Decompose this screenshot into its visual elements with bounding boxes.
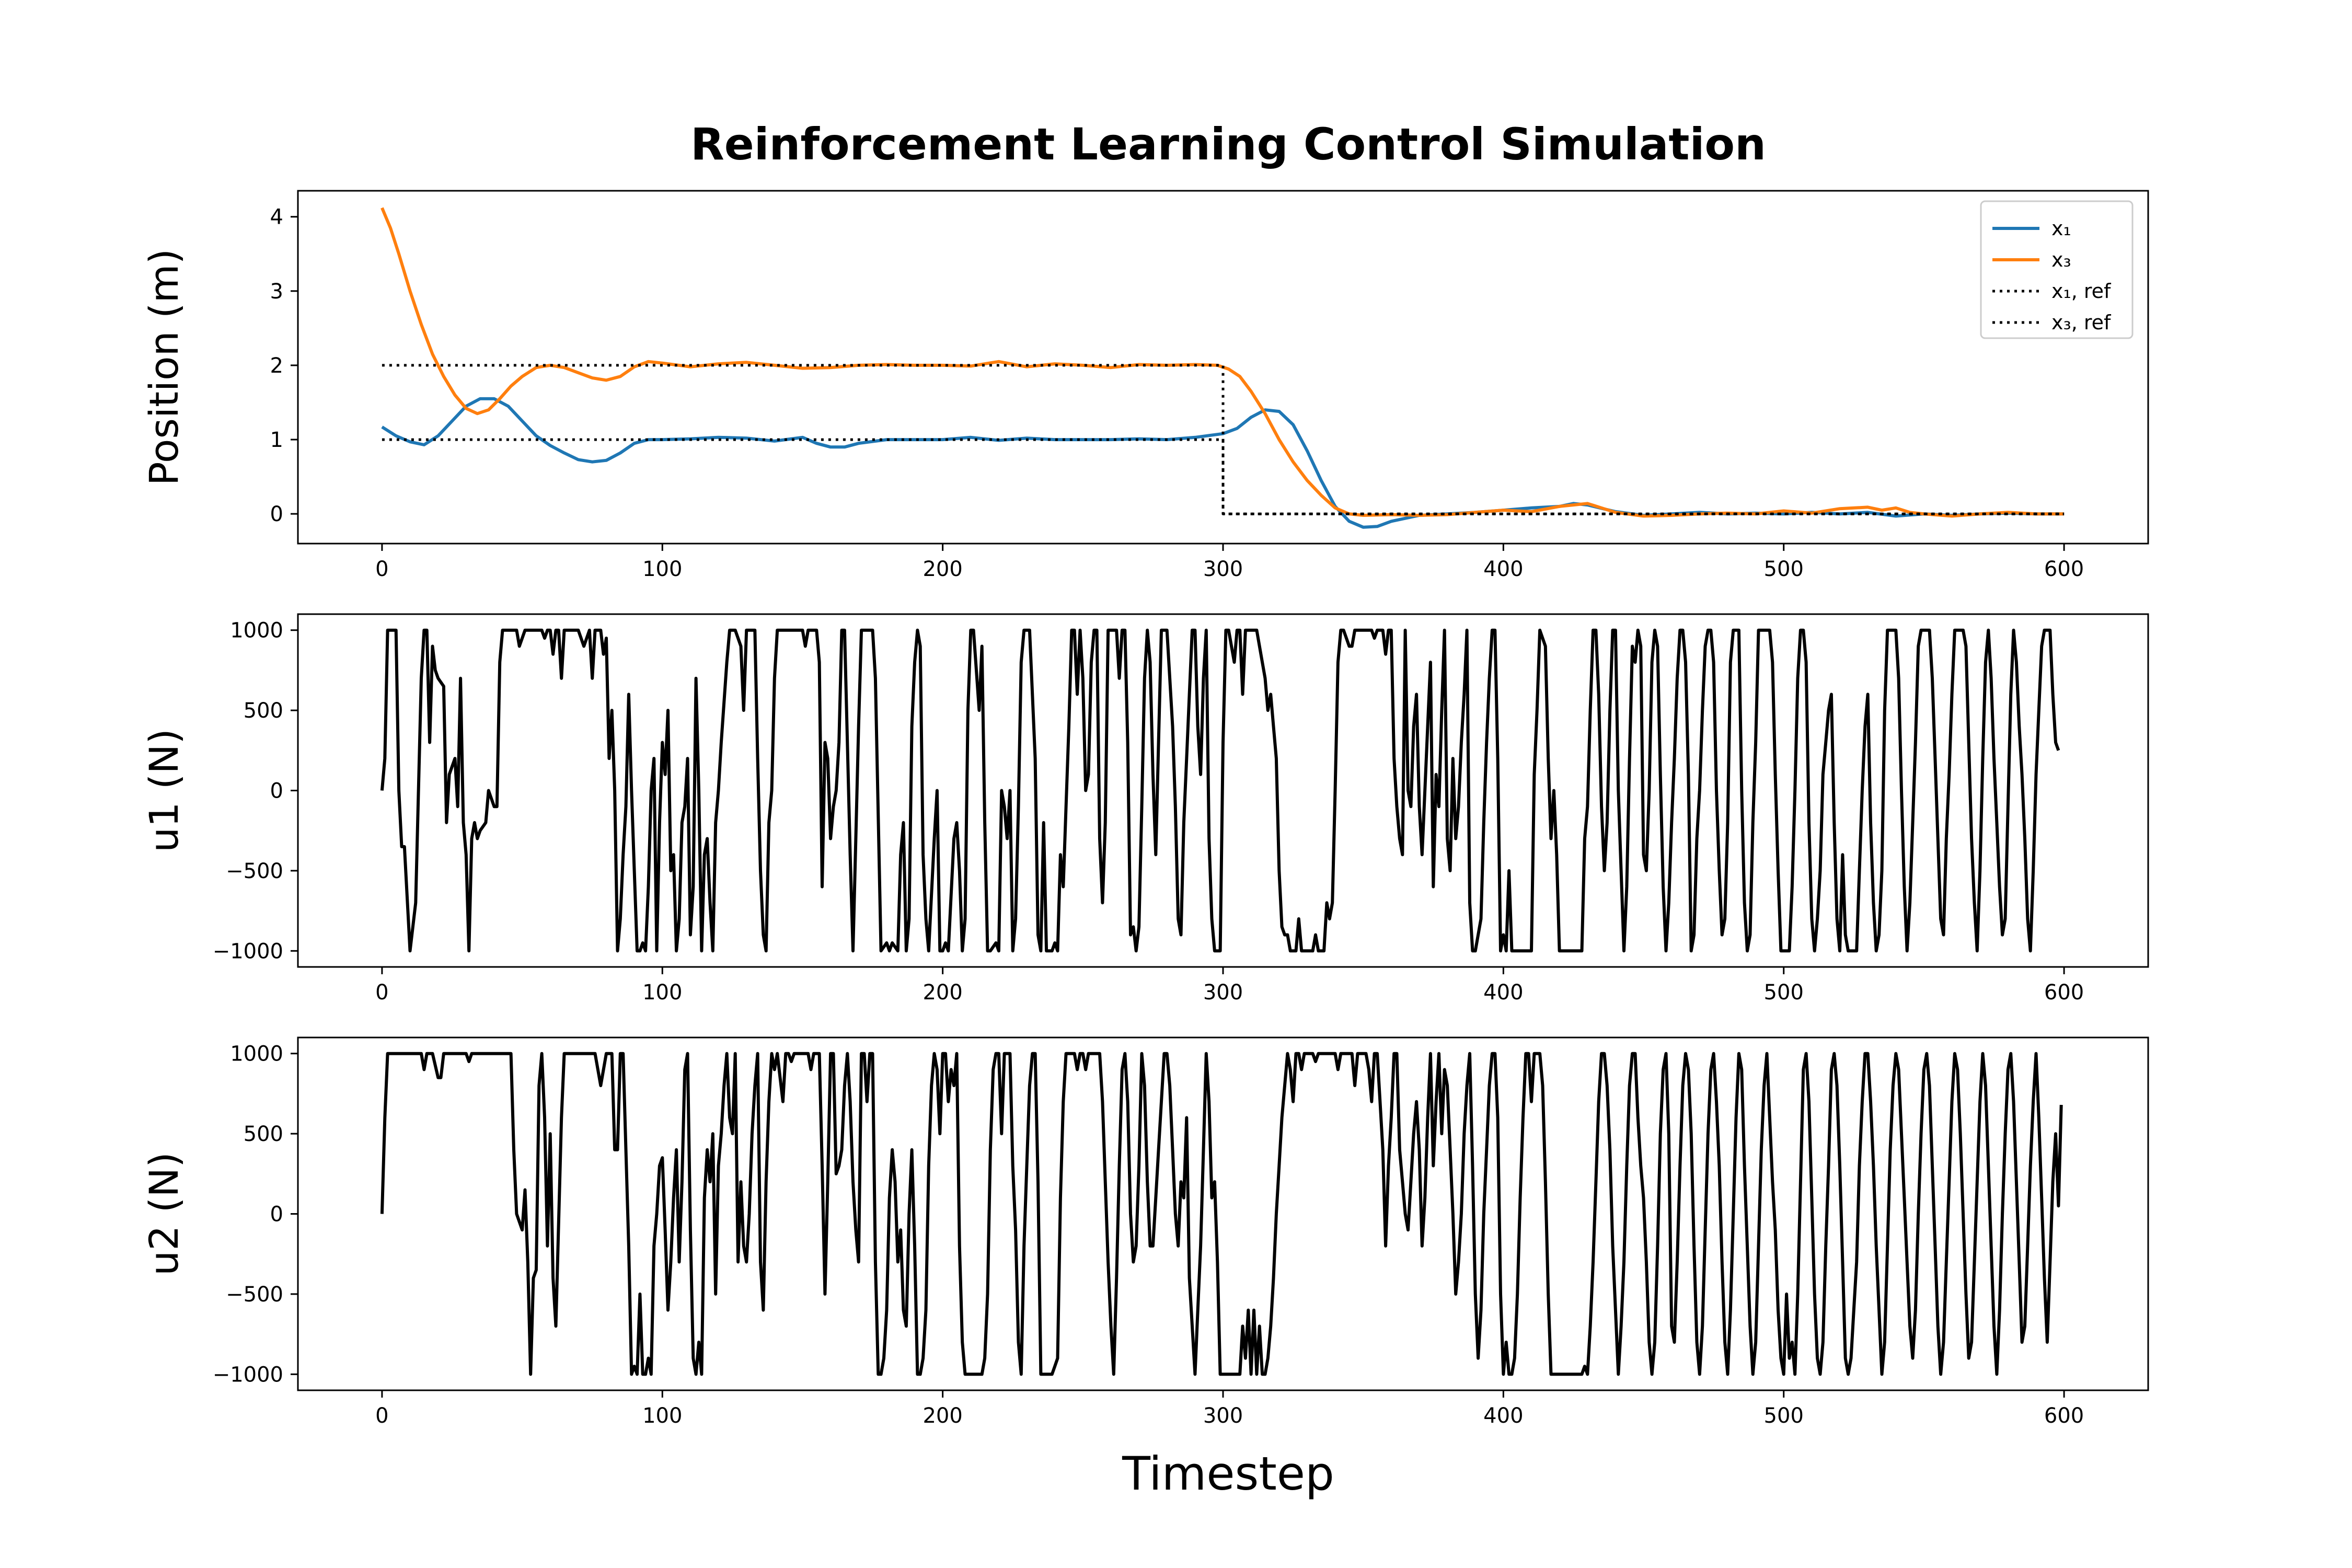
x-tick-label: 0 [375,981,388,1005]
y-tick-label: 3 [270,280,283,304]
x-tick-label: 400 [1483,557,1523,581]
y-axis-label: u2 (N) [141,1152,187,1276]
legend-label: x₃, ref [2051,311,2112,334]
y-tick-label: −500 [226,859,283,883]
x-tick-label: 100 [642,981,682,1005]
position-panel: 0 100 200 300 400 500 600 0 1 2 3 4 Position (m) x₁ x₃… [141,190,2149,581]
y-tick-label: 0 [270,502,283,526]
legend-label: x₁ [2051,217,2071,240]
x-tick-label: 500 [1764,557,1804,581]
x-tick-label: 500 [1764,981,1804,1005]
x-tick-label: 100 [642,557,682,581]
u2-panel: 0 100 200 300 400 500 600 −1000 −500 0 500 1000 u2 (… [141,1036,2149,1428]
series-line-1-0 [380,628,2060,953]
x-tick-label: 100 [642,1404,682,1428]
y-axis-label: Position (m) [141,249,187,486]
x-tick-label: 200 [923,1404,962,1428]
x-tick-label: 600 [2044,1404,2084,1428]
x-tick-label: 300 [1203,981,1243,1005]
legend: x₁ x₃ x₁, ref x₃, ref [1980,200,2134,339]
y-tick-label: 1000 [230,619,283,643]
legend-label: x₁, ref [2051,280,2112,303]
y-tick-label: −500 [226,1283,283,1307]
y-tick-label: 0 [270,1203,283,1227]
x-tick-label: 400 [1483,1404,1523,1428]
y-tick-label: −1000 [213,1363,283,1387]
x-tick-label: 200 [923,981,962,1005]
x-tick-label: 600 [2044,981,2084,1005]
y-axis-label: u1 (N) [141,729,187,852]
u1-panel: 0 100 200 300 400 500 600 −1000 −500 0 500 1000 u1 (… [141,613,2149,1005]
x-tick-label: 400 [1483,981,1523,1005]
y-tick-label: 500 [244,1122,283,1146]
figure-title: Reinforcement Learning Control Simulatio… [690,119,1766,170]
y-tick-label: 500 [244,699,283,723]
x-tick-label: 200 [923,557,962,581]
x-tick-label: 300 [1203,1404,1243,1428]
y-tick-label: 4 [270,205,283,229]
y-tick-label: 2 [270,354,283,378]
y-tick-label: 1000 [230,1042,283,1066]
x-tick-label: 0 [375,557,388,581]
x-tick-label: 600 [2044,557,2084,581]
x-tick-label: 500 [1764,1404,1804,1428]
legend-box [1980,200,2134,339]
x-tick-label: 300 [1203,557,1243,581]
y-tick-label: −1000 [213,939,283,963]
legend-label: x₃ [2051,248,2071,271]
x-tick-label: 0 [375,1404,388,1428]
y-tick-label: 0 [270,779,283,803]
y-tick-label: 1 [270,428,283,452]
series-line-0-3 [382,364,2065,515]
series-line-2-0 [380,1052,2063,1376]
x-axis-label: Timestep [1122,1447,1334,1501]
